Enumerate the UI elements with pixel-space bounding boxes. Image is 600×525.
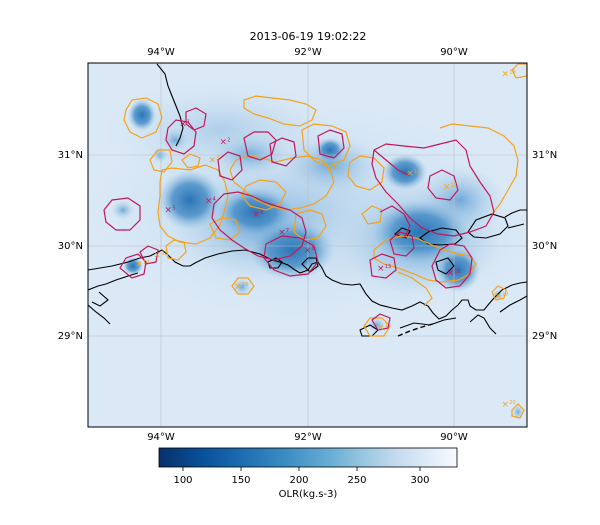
colorbar-gradient — [158, 447, 458, 468]
storm-cell-id: 11 — [451, 183, 457, 189]
storm-cell-id: 19 — [509, 70, 515, 76]
boundary-dashed — [397, 322, 437, 337]
storm-cell-marker: × — [502, 70, 510, 80]
x-tick-bottom-94w: 94°W — [147, 432, 175, 443]
storm-cell-id: 14 — [143, 260, 149, 266]
storm-cell-id: 8 — [312, 246, 315, 252]
storm-cell-marker: × — [165, 205, 173, 215]
colorbar-tick-150: 150 — [231, 475, 250, 486]
y-tick-right-29n: 29°N — [532, 331, 557, 342]
storm-cell-marker: × — [326, 165, 334, 175]
storm-cell-marker: × — [205, 196, 213, 206]
storm-cell-marker: × — [219, 137, 227, 147]
coastline — [88, 63, 527, 337]
storm-cell-marker: × — [278, 228, 286, 238]
colorbar-label: OLR(kg.s-3) — [279, 489, 338, 500]
x-tick-bottom-92w: 92°W — [294, 432, 322, 443]
storm-cell-id: 18 — [502, 291, 508, 297]
x-tick-top-90w: 90°W — [440, 47, 468, 58]
storm-cell-id: 5 — [172, 205, 175, 211]
y-tick-left-30n: 30°N — [58, 241, 83, 252]
contours-orange — [123, 63, 527, 419]
x-tick-top-94w: 94°W — [147, 47, 175, 58]
map-frame — [87, 62, 528, 428]
storm-cell-id: 12 — [454, 269, 460, 275]
x-tick-bottom-90w: 90°W — [440, 432, 468, 443]
storm-cell-id: 13 — [385, 264, 391, 270]
map-title: 2013-06-19 19:02:22 — [250, 30, 367, 43]
y-axis-right: 31°N 30°N 29°N — [532, 150, 557, 342]
storm-cell-id: 3 — [216, 156, 219, 162]
x-axis-bottom: 94°W 92°W 90°W — [147, 432, 468, 443]
storm-cell-id: 1 — [187, 119, 190, 125]
storm-cell-markers: × 1× 2× 3× 4× 5× 6× 7× 8× 9× 10× 11× 12× 13× 14× 15× 16×… — [135, 70, 515, 410]
x-axis-top: 94°W 92°W 90°W — [147, 47, 468, 58]
y-tick-left-29n: 29°N — [58, 331, 83, 342]
storm-cell-marker: × — [494, 291, 502, 301]
storm-cell-marker: × — [234, 282, 242, 292]
storm-cell-id: 16 — [242, 282, 248, 288]
storm-cell-marker: × — [252, 210, 260, 220]
storm-cell-id: 20 — [509, 400, 515, 406]
colorbar-ticks — [182, 467, 421, 471]
storm-cell-marker: × — [447, 269, 455, 279]
y-axis-left: 31°N 30°N 29°N — [58, 150, 83, 342]
storm-cell-marker: × — [209, 156, 217, 166]
colorbar-tick-100: 100 — [173, 475, 192, 486]
storm-cell-id: 15 — [161, 251, 167, 257]
x-tick-top-92w: 92°W — [294, 47, 322, 58]
storm-cell-marker: × — [135, 260, 143, 270]
storm-cell-id: 17 — [385, 323, 391, 329]
colorbar: 100 150 200 250 300 OLR(kg.s-3) — [158, 447, 458, 500]
storm-cell-marker: × — [502, 400, 510, 410]
storm-cell-id: 10 — [414, 169, 420, 175]
storm-cell-id: 4 — [213, 196, 216, 202]
colorbar-tick-300: 300 — [410, 475, 429, 486]
storm-cell-marker: × — [377, 323, 385, 333]
storm-cell-id: 9 — [333, 165, 336, 171]
storm-cell-marker: × — [304, 246, 312, 256]
y-tick-right-31n: 31°N — [532, 150, 557, 161]
storm-cell-id: 6 — [260, 210, 263, 216]
storm-cell-marker: × — [406, 169, 414, 179]
colorbar-tick-250: 250 — [347, 475, 366, 486]
storm-cell-marker: × — [154, 251, 162, 261]
storm-cell-id: 7 — [286, 228, 289, 234]
storm-cell-marker: × — [443, 183, 451, 193]
contours-magenta — [103, 107, 495, 331]
map-panel: × 1× 2× 3× 4× 5× 6× 7× 8× 9× 10× 11× 12× 13× 14× 15× 16×… — [87, 62, 528, 428]
storm-cell-id: 2 — [227, 137, 230, 143]
storm-cell-marker: × — [179, 119, 187, 129]
colorbar-tick-200: 200 — [289, 475, 308, 486]
y-tick-right-30n: 30°N — [532, 241, 557, 252]
y-tick-left-31n: 31°N — [58, 150, 83, 161]
storm-cell-marker: × — [377, 264, 385, 274]
